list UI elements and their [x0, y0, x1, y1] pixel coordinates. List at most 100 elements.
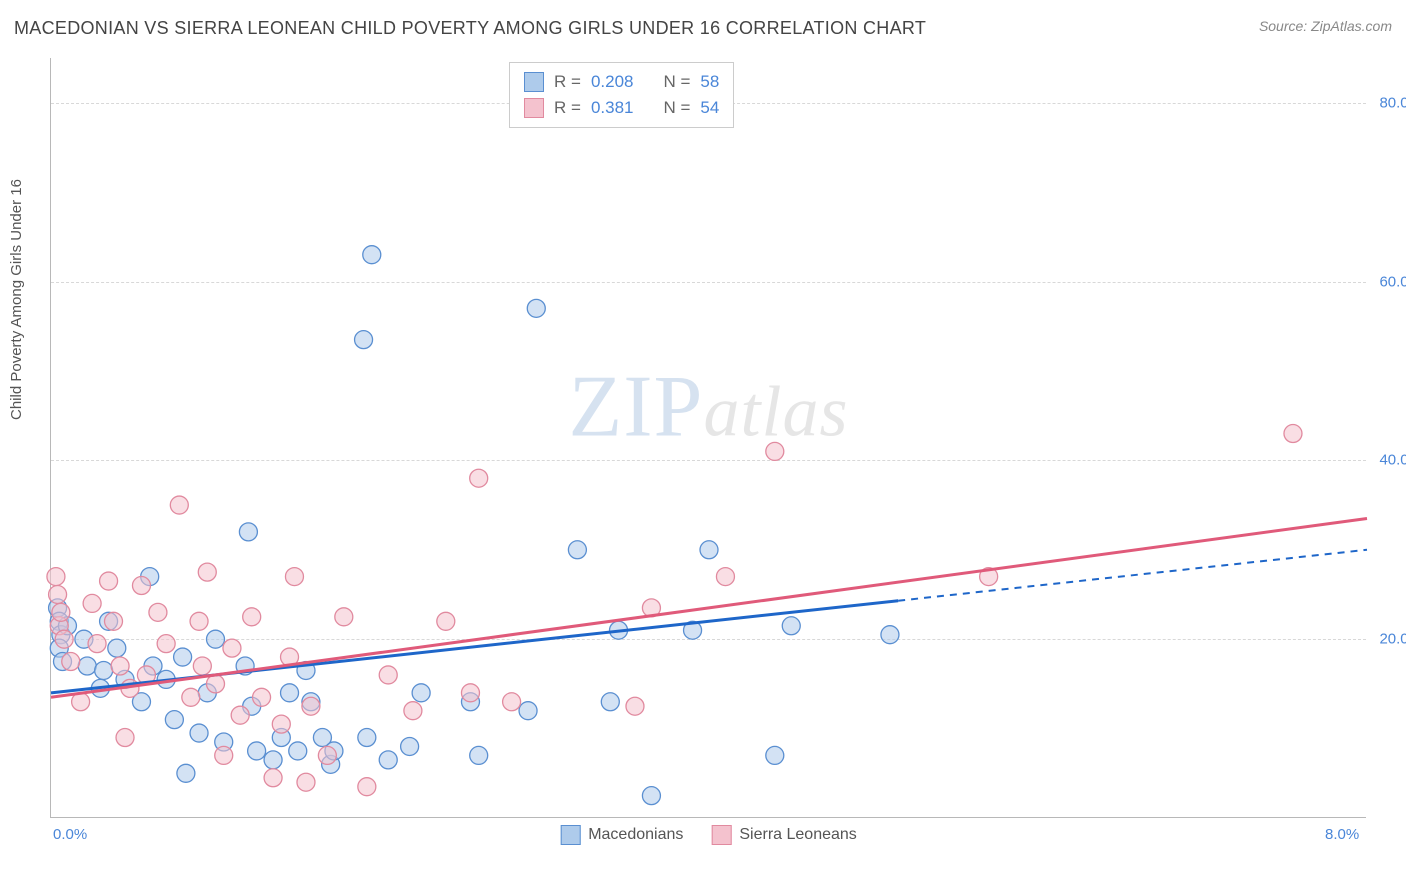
trend-line-dashed: [898, 550, 1367, 601]
scatter-point: [88, 635, 106, 653]
scatter-point: [766, 746, 784, 764]
scatter-point: [95, 661, 113, 679]
y-tick-label: 80.0%: [1379, 94, 1406, 111]
scatter-point: [111, 657, 129, 675]
scatter-point: [355, 331, 373, 349]
scatter-point: [207, 630, 225, 648]
x-tick-label: 8.0%: [1325, 826, 1359, 843]
scatter-point: [100, 572, 118, 590]
scatter-point: [264, 751, 282, 769]
scatter-point: [174, 648, 192, 666]
y-axis-label: Child Poverty Among Girls Under 16: [8, 179, 25, 420]
scatter-point: [642, 787, 660, 805]
scatter-point: [568, 541, 586, 559]
scatter-point: [207, 675, 225, 693]
scatter-point: [527, 299, 545, 317]
scatter-point: [503, 693, 521, 711]
scatter-point: [49, 585, 67, 603]
scatter-point: [253, 688, 271, 706]
scatter-point: [626, 697, 644, 715]
chart-svg: [51, 58, 1366, 817]
scatter-point: [716, 568, 734, 586]
stats-row: R =0.381N =54: [524, 95, 719, 121]
scatter-point: [766, 442, 784, 460]
scatter-point: [248, 742, 266, 760]
y-tick-label: 40.0%: [1379, 452, 1406, 469]
scatter-point: [285, 568, 303, 586]
scatter-point: [363, 246, 381, 264]
scatter-point: [243, 608, 261, 626]
scatter-point: [52, 603, 70, 621]
plot-area: ZIPatlas R =0.208N =58R =0.381N =54 20.0…: [50, 58, 1366, 818]
source-label: Source: ZipAtlas.com: [1259, 18, 1392, 34]
scatter-point: [519, 702, 537, 720]
scatter-point: [83, 594, 101, 612]
scatter-point: [437, 612, 455, 630]
scatter-point: [379, 666, 397, 684]
scatter-point: [198, 563, 216, 581]
scatter-point: [190, 612, 208, 630]
scatter-point: [62, 653, 80, 671]
scatter-point: [297, 773, 315, 791]
scatter-point: [47, 568, 65, 586]
scatter-point: [470, 746, 488, 764]
scatter-point: [1284, 425, 1302, 443]
scatter-point: [412, 684, 430, 702]
y-tick-label: 20.0%: [1379, 631, 1406, 648]
stats-r-value: 0.208: [591, 69, 634, 95]
stats-r-label: R =: [554, 95, 581, 121]
legend-swatch: [711, 825, 731, 845]
scatter-point: [223, 639, 241, 657]
stats-row: R = 0.208 N = 58: [524, 69, 719, 95]
scatter-point: [55, 630, 73, 648]
scatter-point: [358, 778, 376, 796]
scatter-point: [116, 729, 134, 747]
scatter-point: [264, 769, 282, 787]
legend-item: Macedonians: [560, 825, 683, 845]
scatter-point: [132, 577, 150, 595]
legend-swatch: [560, 825, 580, 845]
scatter-point: [108, 639, 126, 657]
scatter-point: [105, 612, 123, 630]
scatter-point: [170, 496, 188, 514]
scatter-point: [379, 751, 397, 769]
stats-r-label: R =: [554, 69, 581, 95]
y-tick-label: 60.0%: [1379, 273, 1406, 290]
series-swatch: [524, 72, 544, 92]
series-swatch: [524, 98, 544, 118]
scatter-point: [149, 603, 167, 621]
scatter-point: [289, 742, 307, 760]
scatter-point: [78, 657, 96, 675]
scatter-point: [165, 711, 183, 729]
stats-n-value: 58: [700, 69, 719, 95]
legend-bottom: Macedonians Sierra Leoneans: [560, 825, 857, 845]
chart-title: MACEDONIAN VS SIERRA LEONEAN CHILD POVER…: [14, 18, 926, 39]
scatter-point: [335, 608, 353, 626]
scatter-point: [700, 541, 718, 559]
scatter-point: [182, 688, 200, 706]
scatter-point: [193, 657, 211, 675]
scatter-point: [177, 764, 195, 782]
stats-n-value: 54: [700, 95, 719, 121]
scatter-point: [272, 715, 290, 733]
scatter-point: [461, 684, 479, 702]
x-tick-label: 0.0%: [53, 826, 87, 843]
scatter-point: [358, 729, 376, 747]
scatter-point: [401, 737, 419, 755]
scatter-point: [231, 706, 249, 724]
scatter-point: [157, 635, 175, 653]
legend-item: Sierra Leoneans: [711, 825, 856, 845]
stats-r-value: 0.381: [591, 95, 634, 121]
scatter-point: [601, 693, 619, 711]
stats-n-label: N =: [663, 69, 690, 95]
scatter-point: [215, 746, 233, 764]
legend-label: Sierra Leoneans: [739, 826, 856, 844]
legend-label: Macedonians: [588, 826, 683, 844]
scatter-point: [281, 684, 299, 702]
stats-box: R = 0.208 N = 58R = 0.381 N = 54: [509, 62, 734, 128]
scatter-point: [881, 626, 899, 644]
scatter-point: [239, 523, 257, 541]
scatter-point: [404, 702, 422, 720]
scatter-point: [318, 746, 336, 764]
scatter-point: [470, 469, 488, 487]
